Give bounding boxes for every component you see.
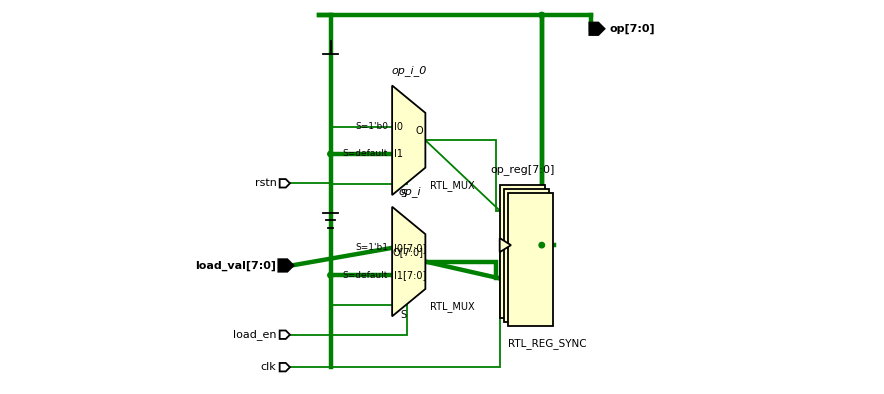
Text: S: S bbox=[400, 189, 407, 199]
Polygon shape bbox=[279, 331, 290, 339]
Polygon shape bbox=[392, 85, 425, 195]
Polygon shape bbox=[279, 363, 290, 372]
Text: I0: I0 bbox=[394, 122, 403, 132]
Text: I1: I1 bbox=[394, 149, 403, 159]
Text: S=1'b1: S=1'b1 bbox=[355, 243, 388, 253]
Text: O[7:0]: O[7:0] bbox=[392, 247, 423, 257]
Polygon shape bbox=[392, 207, 425, 316]
Text: op_reg[7:0]: op_reg[7:0] bbox=[490, 165, 554, 175]
Text: op_i: op_i bbox=[398, 186, 421, 197]
Text: S=default: S=default bbox=[343, 149, 388, 158]
Text: load_en: load_en bbox=[233, 329, 277, 340]
Text: RTL_MUX: RTL_MUX bbox=[431, 180, 475, 191]
Circle shape bbox=[539, 242, 545, 248]
Text: I1[7:0]: I1[7:0] bbox=[394, 270, 427, 280]
Polygon shape bbox=[279, 179, 290, 188]
Text: C: C bbox=[511, 240, 517, 250]
Circle shape bbox=[328, 273, 333, 278]
Text: S=1'b0: S=1'b0 bbox=[355, 122, 388, 131]
Text: load_val[7:0]: load_val[7:0] bbox=[195, 260, 277, 271]
Circle shape bbox=[539, 12, 545, 18]
Text: clk: clk bbox=[261, 362, 277, 372]
Polygon shape bbox=[499, 238, 511, 252]
Text: RTL_MUX: RTL_MUX bbox=[431, 301, 475, 312]
Text: RST: RST bbox=[504, 206, 522, 216]
Bar bbox=[499, 185, 545, 318]
Circle shape bbox=[328, 151, 333, 157]
Text: S: S bbox=[400, 310, 407, 320]
Text: Q: Q bbox=[533, 240, 541, 250]
Text: S=default: S=default bbox=[343, 271, 388, 280]
Polygon shape bbox=[591, 24, 603, 34]
Bar bbox=[504, 189, 549, 322]
Text: op[7:0]: op[7:0] bbox=[609, 24, 655, 34]
Text: O: O bbox=[415, 126, 423, 136]
Text: D: D bbox=[504, 273, 511, 283]
Polygon shape bbox=[279, 260, 292, 270]
Text: I0[7:0]: I0[7:0] bbox=[394, 243, 427, 253]
Text: RTL_REG_SYNC: RTL_REG_SYNC bbox=[507, 338, 586, 349]
Text: op_i_0: op_i_0 bbox=[392, 65, 427, 76]
Bar bbox=[507, 193, 552, 326]
Text: rstn: rstn bbox=[255, 178, 277, 188]
